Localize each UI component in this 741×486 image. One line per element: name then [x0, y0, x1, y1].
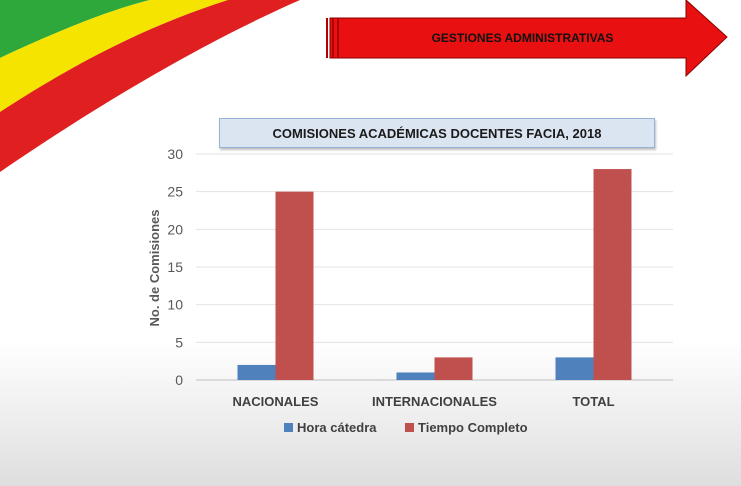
- flag-decoration: [0, 0, 300, 172]
- legend-swatch: [405, 423, 414, 432]
- bar-hora-catedra: [396, 372, 435, 380]
- flag-red-stripe: [0, 0, 300, 172]
- banner-edge-3: [337, 18, 339, 58]
- legend-swatch: [284, 423, 293, 432]
- y-tick-label: 30: [167, 146, 183, 162]
- y-axis-label: No. de Comisiones: [147, 209, 162, 326]
- flag-green-stripe: [0, 0, 150, 58]
- y-tick-label: 15: [167, 259, 183, 275]
- y-tick-label: 5: [175, 334, 183, 350]
- flag-yellow-stripe: [0, 0, 228, 112]
- x-tick-label: TOTAL: [572, 394, 614, 409]
- bar-hora-catedra: [237, 364, 276, 380]
- chart-title: COMISIONES ACADÉMICAS DOCENTES FACIA, 20…: [219, 118, 655, 148]
- y-tick-label: 25: [167, 184, 183, 200]
- bar-hora-catedra: [555, 357, 594, 380]
- banner-edge-2: [332, 18, 334, 58]
- y-tick-label: 10: [167, 297, 183, 313]
- banner-label: GESTIONES ADMINISTRATIVAS: [431, 31, 614, 45]
- bar-tiempo-completo: [434, 357, 473, 380]
- banner-arrow: [329, 0, 728, 78]
- y-tick-label: 20: [167, 221, 183, 237]
- bar-tiempo-completo: [275, 191, 314, 380]
- x-tick-label: INTERNACIONALES: [372, 394, 497, 409]
- header-banner: [326, 0, 728, 78]
- banner-edge-1: [326, 18, 328, 58]
- legend-label: Tiempo Completo: [418, 420, 528, 435]
- bar-tiempo-completo: [593, 169, 632, 380]
- x-tick-label: NACIONALES: [233, 394, 319, 409]
- y-tick-label: 0: [175, 372, 183, 388]
- legend-label: Hora cátedra: [297, 420, 377, 435]
